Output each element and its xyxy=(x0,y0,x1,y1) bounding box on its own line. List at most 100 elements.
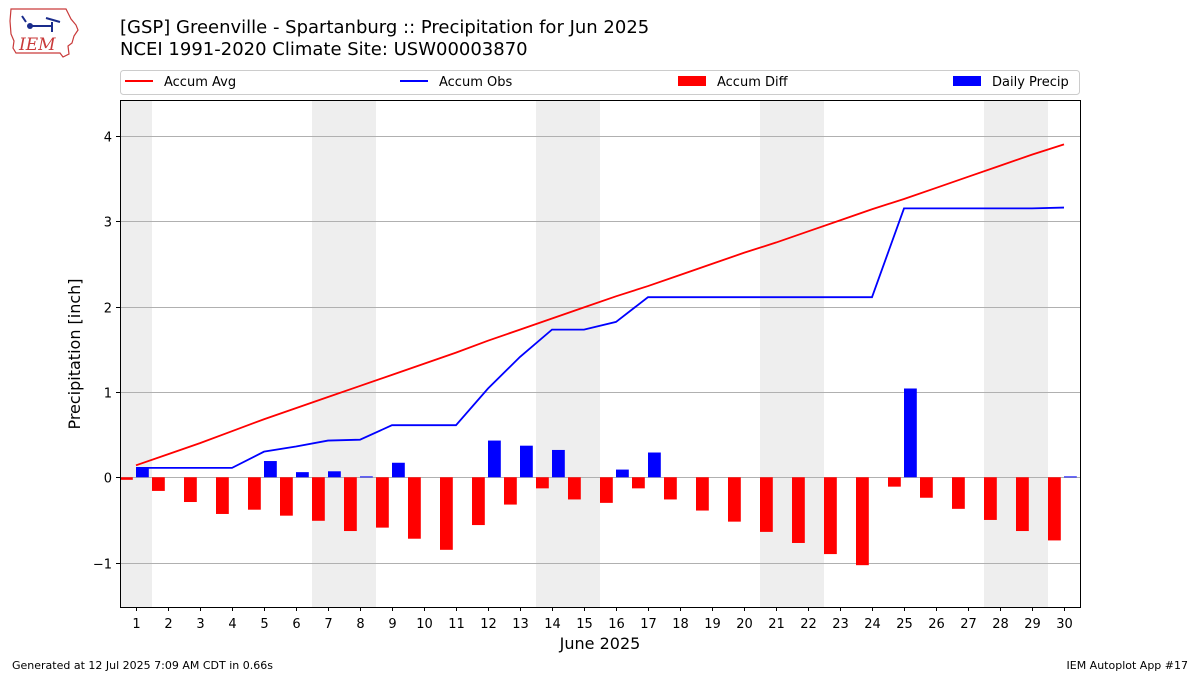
x-axis: 1 2 3 4 5 6 7 8 9 10 11 12 13 14 15 16 17 18 19 20 21 22 23 24 2… xyxy=(132,607,1073,632)
daily-precip-bar-day-6 xyxy=(296,472,309,478)
y-axis-label: Precipitation [inch] xyxy=(65,278,84,429)
daily-precip-bar-day-30 xyxy=(1064,476,1077,478)
x-tick-label: 5 xyxy=(260,617,268,632)
daily-precip-bar-day-13 xyxy=(520,445,533,478)
y-tick-label: 3 xyxy=(104,216,112,231)
daily-precip-bar-day-9 xyxy=(392,462,405,478)
legend-swatch-daily-precip xyxy=(953,76,981,86)
x-tick-label: 15 xyxy=(576,617,593,632)
x-tick-label: 16 xyxy=(608,617,625,632)
diff-bar-day-4 xyxy=(216,477,229,514)
x-tick-label: 30 xyxy=(1056,617,1073,632)
x-tick-label: 9 xyxy=(388,617,396,632)
diff-bar-day-14 xyxy=(536,477,549,489)
legend-box xyxy=(120,70,1080,95)
legend-label-accum-diff: Accum Diff xyxy=(717,75,789,90)
daily-precip-bar-day-1 xyxy=(136,467,149,478)
x-tick-label: 13 xyxy=(512,617,529,632)
x-tick-label: 24 xyxy=(864,617,881,632)
diff-bar-day-10 xyxy=(408,477,421,539)
diff-bar-day-7 xyxy=(312,477,325,521)
diff-bar-day-12 xyxy=(472,477,485,526)
weekend-band-0 xyxy=(120,100,152,607)
x-tick-label: 11 xyxy=(448,617,465,632)
x-tick-label: 8 xyxy=(356,617,364,632)
x-tick-label: 21 xyxy=(768,617,785,632)
diff-bar-day-17 xyxy=(632,477,645,489)
x-tick-label: 27 xyxy=(960,617,977,632)
y-tick-label: 4 xyxy=(104,131,112,146)
x-tick-label: 23 xyxy=(832,617,849,632)
diff-bar-day-28 xyxy=(984,477,997,520)
legend-label-accum-obs: Accum Obs xyxy=(439,75,512,90)
plot-frame xyxy=(120,100,1081,608)
chart-title: [GSP] Greenville - Spartanburg :: Precip… xyxy=(120,17,649,61)
daily-precip-bar-day-25 xyxy=(904,388,917,478)
x-tick-label: 29 xyxy=(1024,617,1041,632)
x-tick-label: 7 xyxy=(324,617,332,632)
x-axis-label: June 2025 xyxy=(559,634,641,653)
x-tick-label: 14 xyxy=(544,617,561,632)
chart-title-line1: [GSP] Greenville - Spartanburg :: Precip… xyxy=(120,17,650,38)
x-tick-label: 20 xyxy=(736,617,753,632)
weather-symbols-shape xyxy=(21,15,61,32)
diff-bar-day-22 xyxy=(792,477,805,543)
y-axis: −1 0 1 2 3 4 xyxy=(93,131,120,573)
diff-bar-day-6 xyxy=(280,477,293,516)
accum-obs-line xyxy=(136,206,1065,469)
footer-generated: Generated at 12 Jul 2025 7:09 AM CDT in … xyxy=(12,659,273,672)
diff-bar-day-23 xyxy=(824,477,837,555)
diff-bar-day-5 xyxy=(248,477,261,510)
diff-bar-day-8 xyxy=(344,477,357,532)
y-tick-label: −1 xyxy=(93,558,112,573)
x-tick-label: 3 xyxy=(196,617,204,632)
x-tick-label: 28 xyxy=(992,617,1009,632)
accum-avg-line xyxy=(135,143,1065,467)
daily-precip-bar-day-5 xyxy=(264,461,277,478)
x-tick-label: 19 xyxy=(704,617,721,632)
x-tick-label: 22 xyxy=(800,617,817,632)
weekend-band-2 xyxy=(536,100,600,607)
diff-bar-day-18 xyxy=(664,477,677,500)
iem-logo: IEM xyxy=(9,8,79,58)
diff-bar-day-1 xyxy=(120,477,133,480)
daily-precip-bar-day-16 xyxy=(616,469,629,478)
x-tick-label: 17 xyxy=(640,617,657,632)
diff-bar-day-3 xyxy=(184,477,197,503)
diff-bar-day-16 xyxy=(600,477,613,503)
iowa-outline-shape xyxy=(9,8,79,58)
x-tick-label: 1 xyxy=(132,617,140,632)
x-tick-label: 6 xyxy=(292,617,300,632)
diff-bar-day-13 xyxy=(504,477,517,505)
x-tick-label: 26 xyxy=(928,617,945,632)
daily-precip-bar-day-7 xyxy=(328,471,341,478)
daily-precip-bar-day-12 xyxy=(488,440,501,478)
y-tick-label: 1 xyxy=(104,387,112,402)
x-tick-label: 12 xyxy=(480,617,497,632)
diff-bar-day-20 xyxy=(728,477,741,522)
diff-bar-day-29 xyxy=(1016,477,1029,532)
diff-bar-day-2 xyxy=(152,477,165,491)
legend-swatch-accum-diff xyxy=(678,76,706,86)
x-tick-label: 10 xyxy=(416,617,433,632)
diff-bar-day-24 xyxy=(856,477,869,566)
legend-label-accum-avg: Accum Avg xyxy=(164,75,236,90)
logo-text: IEM xyxy=(18,35,56,55)
y-tick-label: 2 xyxy=(104,302,112,317)
footer-app: IEM Autoplot App #17 xyxy=(1066,659,1189,672)
x-tick-label: 2 xyxy=(164,617,172,632)
diff-bar-day-9 xyxy=(376,477,389,528)
weather-dot-shape xyxy=(27,23,33,29)
diff-bar-day-30 xyxy=(1048,477,1061,541)
diff-bar-day-26 xyxy=(920,477,933,498)
chart-title-line2: NCEI 1991-2020 Climate Site: USW00003870 xyxy=(120,39,528,60)
bar-marks xyxy=(120,388,1077,566)
daily-precip-bar-day-8 xyxy=(360,476,373,478)
line-marks xyxy=(135,143,1065,469)
x-tick-label: 4 xyxy=(228,617,236,632)
diff-bar-day-25 xyxy=(888,477,901,487)
y-tick-label: 0 xyxy=(104,472,112,487)
x-tick-label: 18 xyxy=(672,617,689,632)
daily-precip-bar-day-17 xyxy=(648,452,661,478)
